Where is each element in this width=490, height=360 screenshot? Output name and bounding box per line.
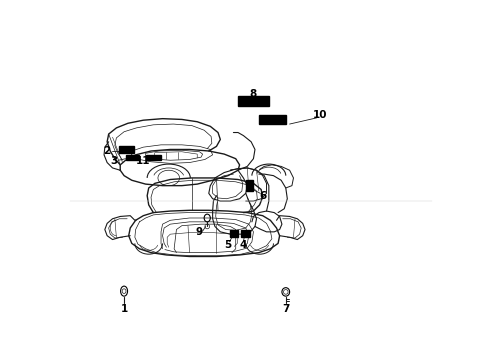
Text: 9: 9 bbox=[196, 227, 203, 237]
Bar bbox=[146, 155, 161, 160]
Bar bbox=[259, 115, 286, 124]
Bar bbox=[245, 180, 253, 191]
Text: 1: 1 bbox=[121, 304, 128, 314]
Text: 3: 3 bbox=[110, 156, 118, 166]
Text: 5: 5 bbox=[224, 240, 232, 250]
Bar bbox=[230, 230, 238, 237]
Bar bbox=[238, 96, 269, 106]
Bar bbox=[125, 155, 140, 160]
Text: 8: 8 bbox=[249, 89, 256, 99]
Text: 6: 6 bbox=[259, 191, 266, 201]
Bar bbox=[119, 145, 134, 153]
Text: 2: 2 bbox=[103, 146, 111, 156]
Text: 4: 4 bbox=[240, 240, 247, 250]
Bar bbox=[241, 230, 250, 237]
Text: 7: 7 bbox=[282, 304, 290, 314]
Text: 11: 11 bbox=[136, 156, 150, 166]
Text: 10: 10 bbox=[313, 110, 328, 120]
